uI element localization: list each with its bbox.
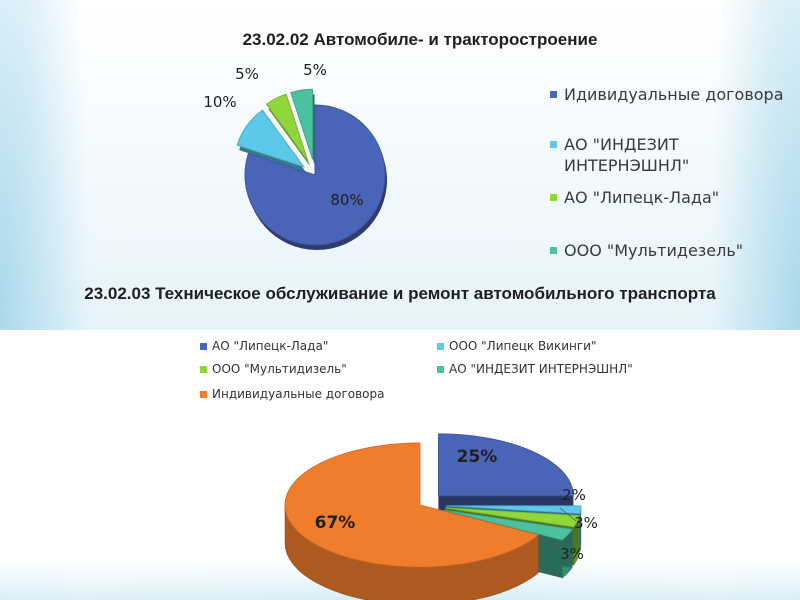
chart-2-legend-swatch bbox=[200, 366, 207, 373]
chart-1-slice-1 bbox=[244, 104, 386, 246]
chart-1-data-label: 80% bbox=[330, 191, 363, 209]
chart-2-data-label: 3% bbox=[560, 545, 584, 563]
chart-2-legend-label: АО "ИНДЕЗИТ ИНТЕРНЭШНЛ" bbox=[449, 362, 633, 376]
chart-2-legend-swatch bbox=[437, 343, 444, 350]
chart-2-legend-label: АО "Липецк-Лада" bbox=[212, 339, 329, 353]
chart-1-legend-swatch bbox=[550, 194, 557, 201]
chart-1-data-label: 5% bbox=[235, 65, 259, 83]
chart-2-legend-swatch bbox=[437, 366, 444, 373]
chart-1-data-label: 5% bbox=[303, 61, 327, 79]
chart-2-slice-5 bbox=[284, 442, 540, 568]
chart-2-data-label: 67% bbox=[315, 513, 356, 533]
chart-2-leader-line bbox=[559, 507, 577, 522]
chart-1-legend-swatch bbox=[550, 247, 557, 254]
chart-1-slice-4 bbox=[290, 88, 313, 160]
chart-2-slice-1 bbox=[437, 433, 574, 497]
chart-2-title: 23.02.03 Техническое обслуживание и ремо… bbox=[84, 284, 716, 303]
chart-1-slice-3 bbox=[265, 93, 309, 162]
chart-1-legend-label: ООО "Мультидезель" bbox=[564, 241, 744, 260]
chart-1-legend-swatch bbox=[550, 141, 557, 148]
chart-1-title: 23.02.02 Автомобиле- и тракторостроение bbox=[242, 30, 598, 49]
chart-1-data-label: 10% bbox=[203, 93, 236, 111]
chart-2-data-label: 25% bbox=[457, 447, 498, 467]
chart-1-legend-label: АО "ИНДЕЗИТ ИНТЕРНЭШНЛ" bbox=[564, 135, 690, 175]
chart-2-legend-swatch bbox=[200, 391, 207, 398]
chart-2-slice-2 bbox=[445, 505, 582, 515]
chart-1-legend-swatch bbox=[550, 91, 557, 98]
chart-2-slice-4 bbox=[443, 509, 573, 541]
chart-2-leader-line bbox=[539, 536, 561, 549]
chart-2-legend-label: Индивидуальные договора bbox=[212, 387, 385, 401]
chart-1-legend-label: Идивидуальные договора bbox=[564, 85, 784, 104]
chart-2-legend-swatch bbox=[200, 343, 207, 350]
chart-2-slice-3 bbox=[445, 507, 580, 528]
chart-1-slice-2 bbox=[236, 109, 305, 168]
chart-1-legend-label: АО "Липецк-Лада" bbox=[564, 188, 720, 207]
chart-2-legend-label: ООО "Мультидизель" bbox=[212, 362, 347, 376]
chart-2-data-label: 3% bbox=[574, 514, 598, 532]
chart-2-legend-label: ООО "Липецк Викинги" bbox=[449, 339, 597, 353]
chart-2-data-label: 2% bbox=[562, 486, 586, 504]
